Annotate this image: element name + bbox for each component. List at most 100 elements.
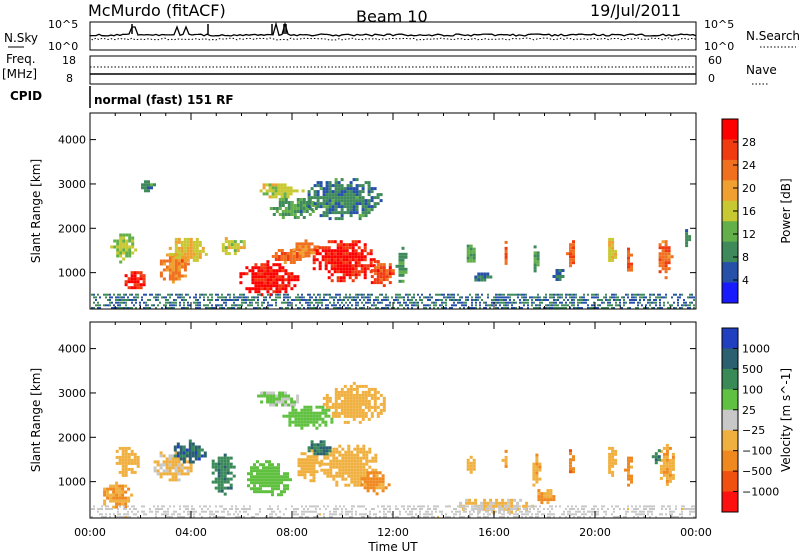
range-cell: [376, 390, 380, 394]
clutter-cell: [597, 299, 599, 301]
range-cell: [665, 467, 669, 471]
range-cell: [188, 460, 192, 464]
clutter-cell: [417, 505, 419, 508]
freq-panel: Freq. [MHz] 18 8 60 0 Nave CPID normal (…: [2, 52, 777, 108]
range-cell: [330, 420, 334, 424]
colorbar-segment: [722, 119, 738, 140]
range-cell: [349, 396, 353, 400]
range-cell: [533, 263, 537, 267]
clutter-cell: [309, 299, 311, 301]
clutter-cell: [637, 301, 639, 304]
range-cell: [361, 408, 365, 412]
range-cell: [296, 204, 300, 207]
range-cell: [366, 267, 370, 271]
range-cell: [309, 405, 313, 409]
clutter-cell: [243, 293, 245, 296]
clutter-cell: [351, 508, 353, 510]
clutter-cell: [103, 516, 105, 518]
range-cell: [472, 461, 476, 465]
range-cell: [271, 255, 275, 258]
range-cell: [195, 258, 199, 262]
range-cell: [302, 198, 306, 201]
clutter-cell: [361, 513, 363, 516]
clutter-cell: [305, 510, 307, 513]
clutter-cell: [207, 508, 209, 510]
range-cell: [254, 278, 258, 282]
range-cell: [124, 496, 128, 500]
range-cell: [685, 241, 689, 245]
clutter-cell: [275, 513, 277, 516]
range-cell: [254, 263, 258, 267]
clutter-cell: [131, 307, 133, 309]
range-cell: [324, 261, 328, 265]
range-cell: [274, 466, 277, 470]
range-cell: [220, 465, 224, 469]
range-cell: [121, 464, 125, 468]
clutter-cell: [123, 516, 125, 518]
clutter-cell: [465, 301, 467, 304]
clutter-cell: [603, 307, 605, 309]
clutter-cell: [613, 299, 615, 301]
range-cell: [262, 469, 265, 473]
range-cell: [498, 510, 502, 514]
range-cell: [340, 217, 344, 221]
range-cell: [630, 262, 633, 266]
range-cell: [147, 183, 150, 187]
clutter-cell: [221, 307, 223, 309]
clutter-cell: [127, 296, 129, 299]
clutter-cell: [587, 307, 589, 309]
range-cell: [288, 417, 292, 421]
range-cell: [611, 461, 615, 465]
range-cell: [327, 270, 331, 274]
clutter-cell: [601, 508, 603, 510]
range-cell: [608, 252, 612, 256]
range-cell: [309, 458, 313, 462]
range-cell: [271, 183, 275, 187]
range-cell: [131, 242, 135, 246]
clutter-cell: [413, 516, 415, 518]
range-cell: [325, 211, 329, 215]
clutter-cell: [97, 301, 99, 304]
clutter-cell: [537, 516, 539, 518]
range-cell: [315, 458, 319, 462]
range-cell: [280, 189, 284, 193]
clutter-cell: [379, 510, 381, 513]
range-cell: [532, 471, 536, 475]
range-cell: [350, 471, 354, 475]
range-cell: [313, 251, 317, 255]
clutter-cell: [359, 513, 361, 516]
range-cell: [328, 396, 332, 400]
range-cell: [374, 468, 378, 472]
range-cell: [281, 204, 285, 207]
clutter-cell: [207, 299, 209, 301]
range-cell: [293, 400, 297, 404]
range-cell: [153, 183, 156, 187]
range-cell: [271, 469, 274, 473]
range-cell: [538, 462, 542, 466]
clutter-cell: [299, 307, 301, 309]
range-cell: [254, 284, 258, 288]
clutter-cell: [643, 513, 645, 516]
clutter-cell: [167, 293, 169, 296]
clutter-cell: [135, 301, 137, 304]
clutter-cell: [591, 510, 593, 513]
range-cell: [147, 189, 150, 193]
range-cell: [162, 463, 166, 467]
range-cell: [277, 463, 280, 467]
clutter-cell: [367, 299, 369, 301]
range-cell: [112, 487, 116, 491]
clutter-cell: [117, 293, 119, 296]
clutter-cell: [683, 304, 685, 307]
clutter-cell: [179, 296, 181, 299]
clutter-cell: [245, 296, 247, 299]
range-cell: [373, 399, 377, 403]
range-cell: [340, 393, 344, 397]
clutter-cell: [331, 513, 333, 516]
clutter-cell: [363, 304, 365, 307]
clutter-cell: [519, 299, 521, 301]
range-cell: [332, 465, 336, 469]
range-cell: [121, 470, 125, 474]
range-cell: [274, 195, 278, 199]
range-cell: [355, 393, 359, 397]
